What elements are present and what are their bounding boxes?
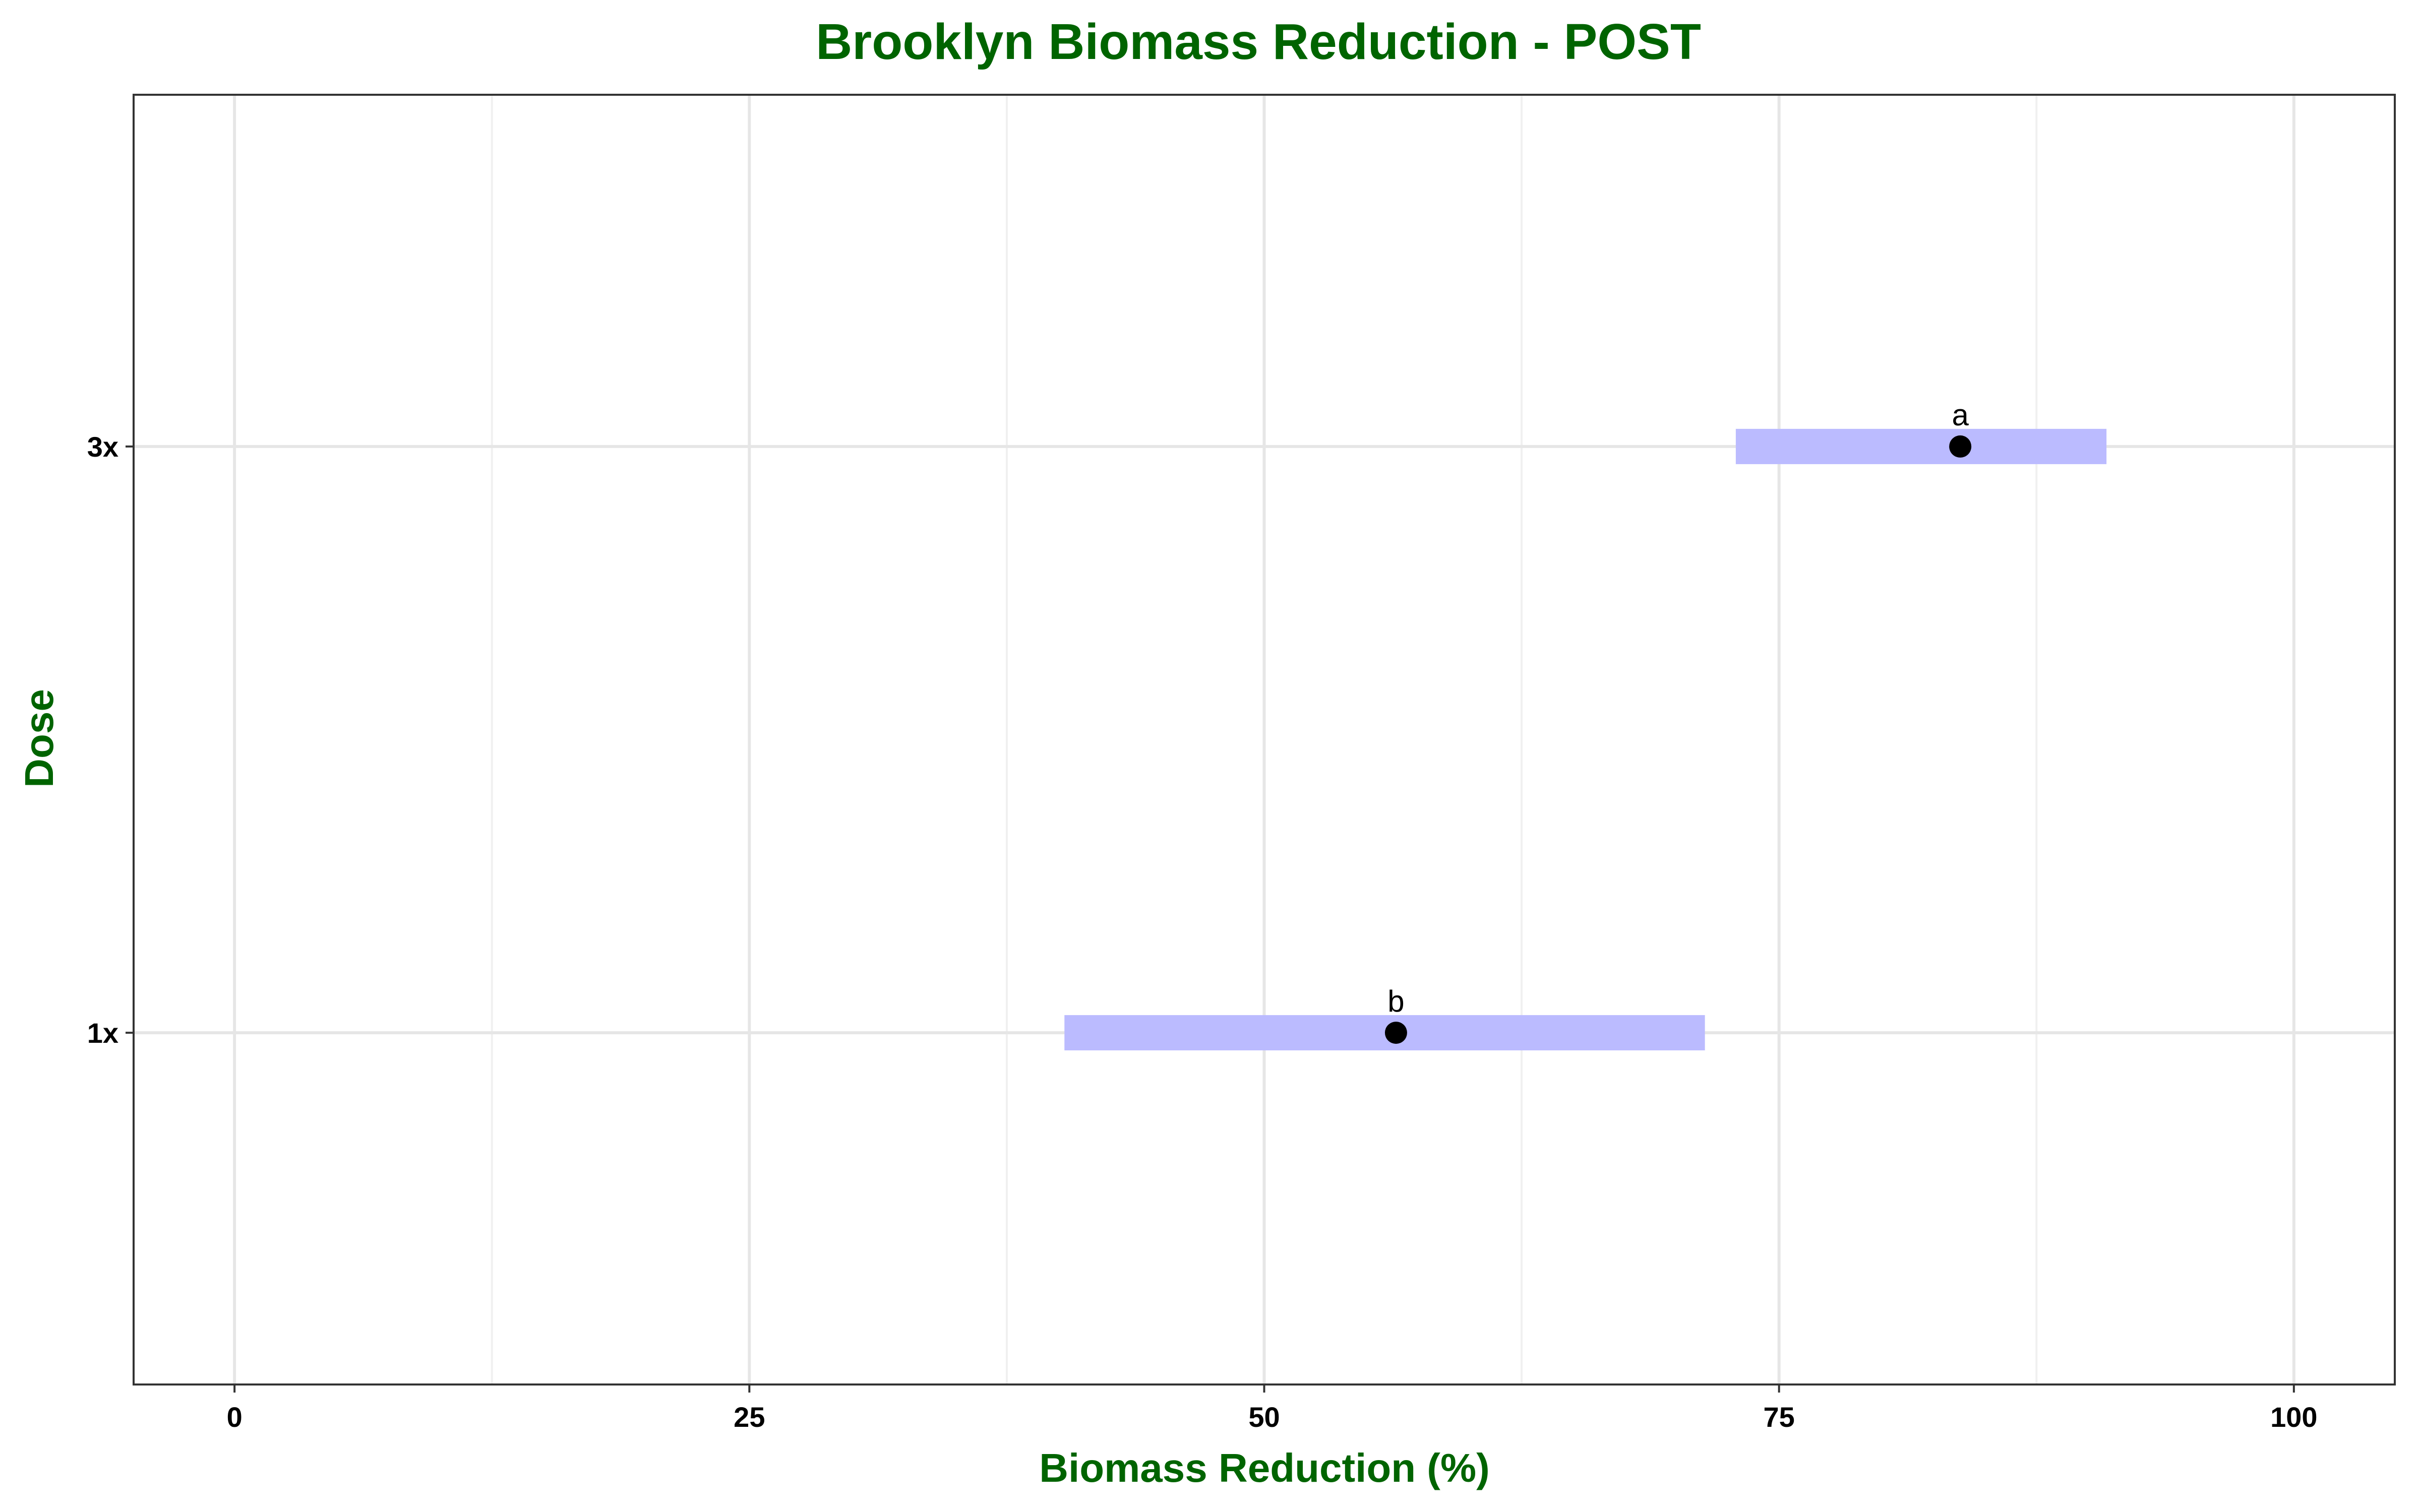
group-label: b [1387, 984, 1404, 1018]
plot-panel: ba [133, 94, 2396, 1385]
x-tick-label: 50 [1248, 1401, 1280, 1433]
data-point [1949, 435, 1972, 458]
x-tick-label: 25 [734, 1401, 765, 1433]
x-axis: 0 25 50 75 100 [227, 1384, 2318, 1433]
x-tick-label: 75 [1764, 1401, 1795, 1433]
group-label: a [1952, 398, 1969, 432]
x-axis-title: Biomass Reduction (%) [1039, 1445, 1489, 1490]
x-tick-label: 100 [2270, 1401, 2317, 1433]
interval-bar [1064, 1015, 1705, 1051]
y-axis-title: Dose [17, 689, 62, 788]
interval-bar [1735, 428, 2107, 464]
data-point [1384, 1022, 1407, 1044]
y-tick-label: 1x [87, 1017, 118, 1049]
x-tick-label: 0 [227, 1401, 243, 1433]
y-tick-label: 3x [87, 431, 118, 463]
chart-title: Brooklyn Biomass Reduction - POST [816, 14, 1701, 70]
y-axis: 1x 3x [87, 431, 134, 1049]
